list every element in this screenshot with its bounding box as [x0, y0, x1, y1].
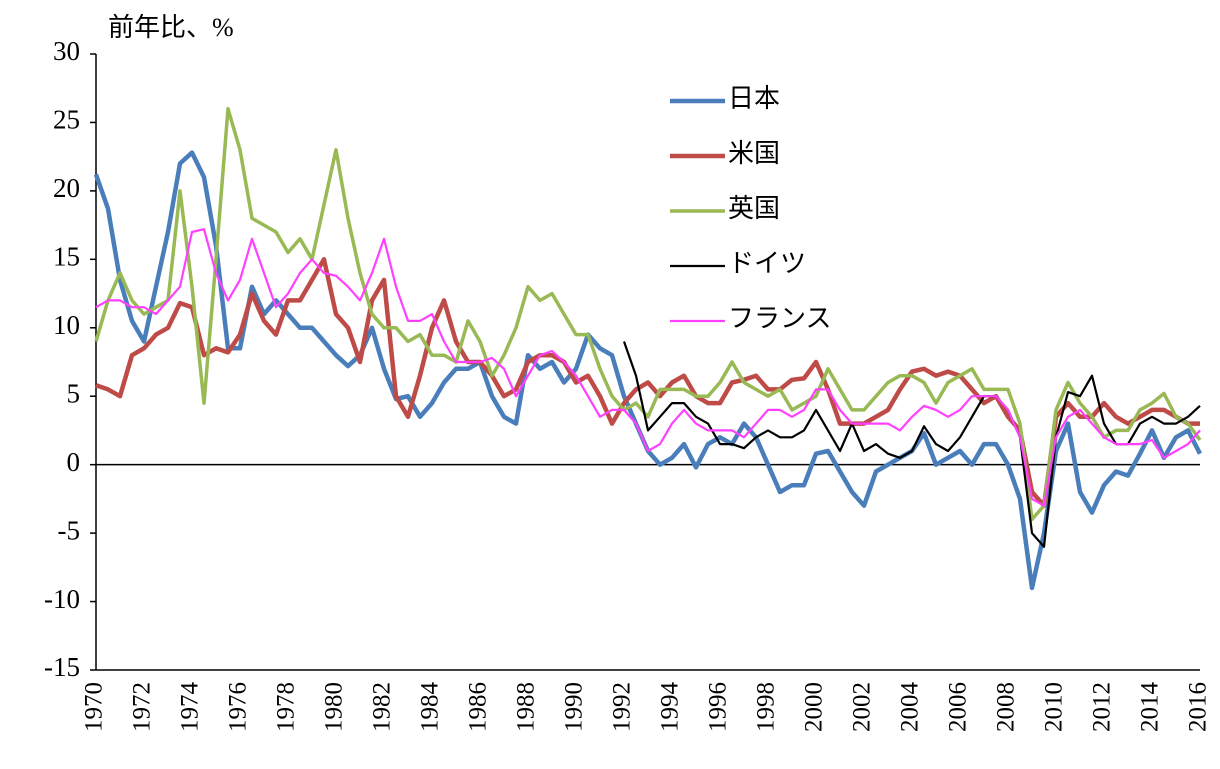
x-tick-label: 1998 — [753, 682, 780, 732]
x-tick-label: 1980 — [321, 682, 348, 732]
y-tick-label: 15 — [53, 242, 80, 272]
y-tick-label: -15 — [44, 652, 80, 682]
x-tick-label: 1988 — [513, 682, 540, 732]
series-line — [95, 257, 1200, 508]
series-line — [95, 228, 1201, 507]
x-tick-label: 2002 — [849, 682, 876, 732]
y-tick-label: -5 — [58, 515, 81, 545]
series-line — [93, 150, 1203, 591]
x-tick-label: 2016 — [1185, 682, 1212, 732]
x-tick-label: 1990 — [561, 682, 588, 732]
x-tick-label: 1972 — [129, 682, 156, 732]
x-tick-label: 1992 — [609, 682, 636, 732]
x-tick-label: 2006 — [945, 682, 972, 732]
x-tick-label: 1974 — [177, 682, 204, 733]
legend-label: フランス — [728, 304, 831, 333]
y-tick-label: -10 — [44, 584, 80, 614]
series-line — [622, 341, 1201, 548]
y-tick-label: 10 — [53, 310, 80, 340]
x-tick-label: 1996 — [705, 682, 732, 732]
x-tick-label: 2000 — [801, 682, 828, 732]
x-tick-label: 1994 — [657, 682, 684, 733]
x-tick-label: 2014 — [1137, 682, 1164, 733]
y-tick-label: 5 — [67, 378, 81, 408]
legend-label: 米国 — [728, 139, 780, 168]
x-tick-label: 1976 — [225, 682, 252, 732]
y-axis-label: 前年比、% — [108, 13, 234, 42]
legend-label: 日本 — [728, 84, 780, 113]
x-tick-label: 2008 — [993, 682, 1020, 732]
x-tick-label: 1986 — [465, 682, 492, 732]
x-tick-label: 2004 — [897, 682, 924, 733]
series-line — [94, 107, 1202, 522]
x-tick-label: 1984 — [417, 682, 444, 733]
x-tick-label: 1978 — [273, 682, 300, 732]
y-tick-label: 20 — [53, 173, 80, 203]
legend-label: ドイツ — [728, 249, 806, 278]
legend-label: 英国 — [728, 194, 780, 223]
x-tick-label: 2012 — [1089, 682, 1116, 732]
x-tick-label: 1982 — [369, 682, 396, 732]
y-tick-label: 25 — [53, 105, 80, 135]
x-tick-label: 1970 — [81, 682, 108, 732]
y-tick-label: 30 — [53, 36, 80, 66]
x-tick-label: 2010 — [1041, 682, 1068, 732]
y-tick-label: 0 — [67, 447, 81, 477]
